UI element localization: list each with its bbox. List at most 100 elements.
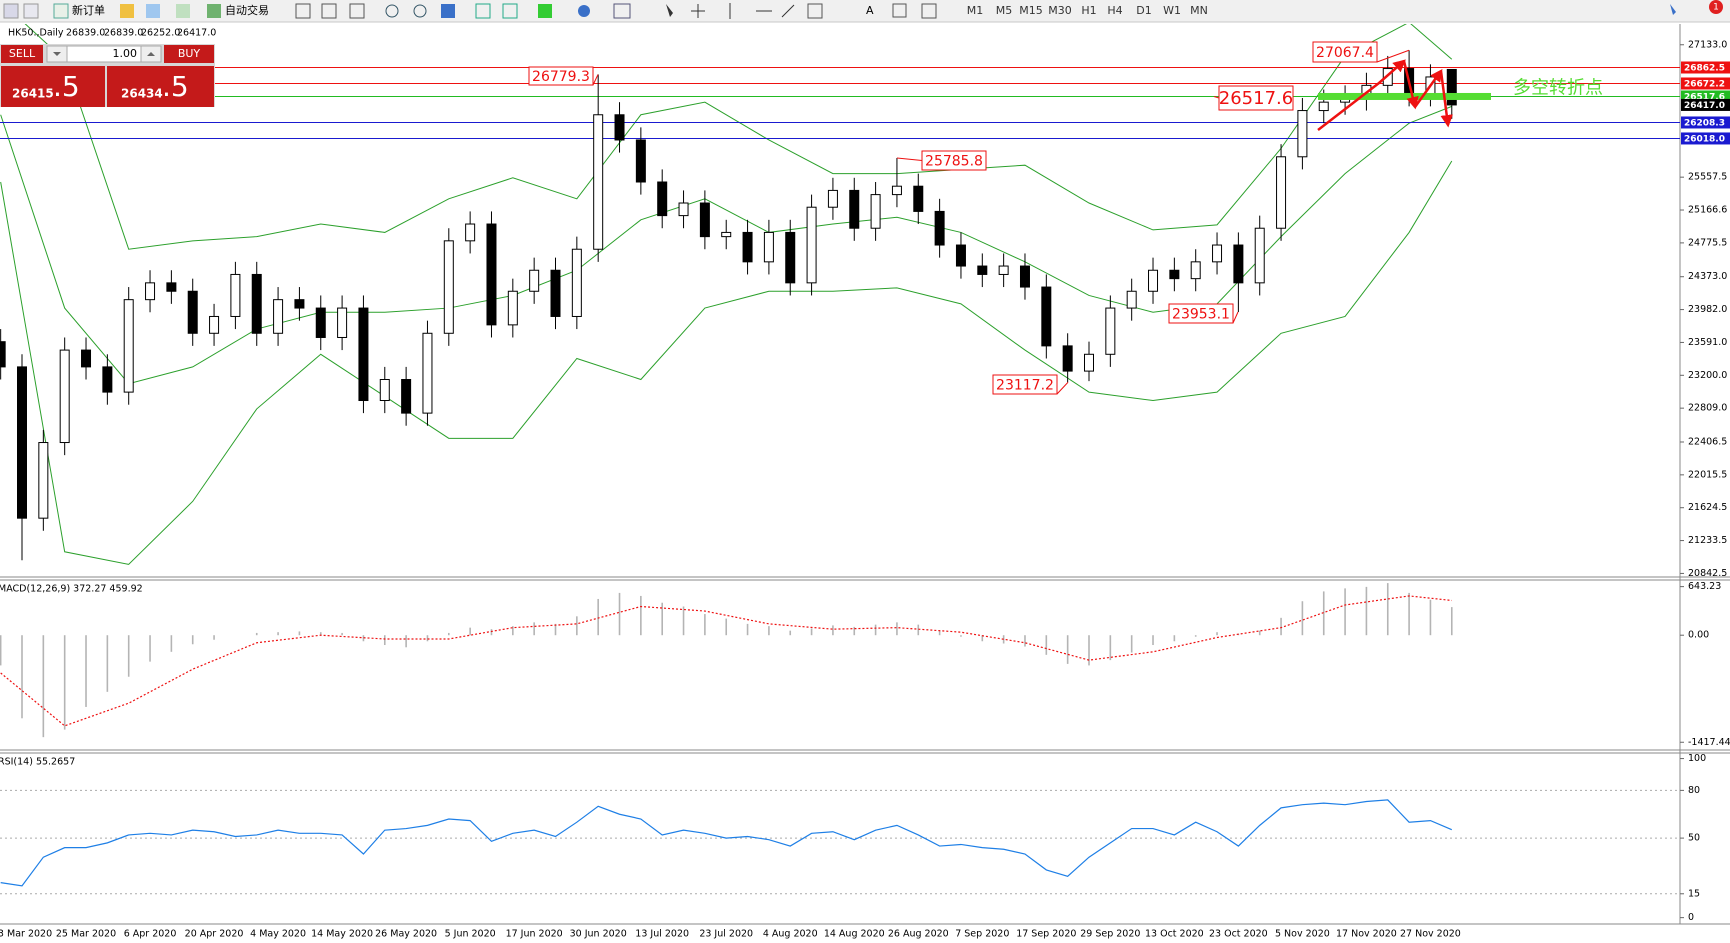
- x-tick-label: 20 Apr 2020: [185, 929, 244, 940]
- candle-body: [1446, 68, 1457, 106]
- candle-body: [102, 366, 113, 393]
- annotation-connector: [592, 74, 599, 86]
- icon[interactable]: [120, 4, 134, 18]
- buy-tab[interactable]: [164, 45, 214, 63]
- new-order[interactable]: 新订单: [72, 3, 105, 17]
- timeframe-button[interactable]: M30: [1048, 4, 1072, 17]
- x-tick-label: 5 Jun 2020: [445, 929, 496, 940]
- icon[interactable]: [385, 4, 399, 18]
- price-tag: [1681, 61, 1730, 74]
- candle-body: [998, 265, 1009, 275]
- x-tick-label: 7 Sep 2020: [955, 929, 1009, 940]
- auto-trading[interactable]: 自动交易: [225, 3, 269, 17]
- candle-body: [486, 223, 497, 326]
- annotation-box: [1312, 41, 1378, 63]
- icon[interactable]: [441, 4, 455, 18]
- sell-tab[interactable]: [1, 45, 43, 63]
- icon[interactable]: [475, 3, 491, 19]
- icon[interactable]: [321, 3, 337, 19]
- timeframe-button[interactable]: H1: [1081, 4, 1096, 17]
- candle-body: [955, 244, 966, 267]
- timeframe-button[interactable]: D1: [1136, 4, 1151, 17]
- icon[interactable]: [666, 4, 673, 17]
- lot-value[interactable]: 1.00: [113, 47, 138, 60]
- icon[interactable]: [1670, 4, 1676, 15]
- candle-body: [507, 290, 518, 326]
- icon[interactable]: [613, 3, 631, 19]
- candle-body: [123, 299, 134, 393]
- icon[interactable]: [176, 4, 190, 18]
- icon[interactable]: [502, 3, 518, 19]
- price-tag-label: 26208.3: [1684, 118, 1725, 128]
- sell-price-box[interactable]: [1, 66, 105, 107]
- annotation-connector: [896, 157, 923, 161]
- x-tick-label: 23 Oct 2020: [1209, 929, 1268, 940]
- buy-price-box[interactable]: [107, 66, 214, 107]
- candle-body: [38, 442, 49, 519]
- sell-price-fraction[interactable]: .5: [53, 70, 80, 103]
- annotation-connector: [1213, 95, 1220, 99]
- icon[interactable]: [413, 4, 427, 18]
- icon[interactable]: [349, 3, 365, 19]
- annotation-connector: [1056, 381, 1069, 395]
- indicator-label: MACD(12,26,9) 372.27 459.92: [0, 584, 143, 595]
- candle-body: [934, 210, 945, 246]
- timeframe-button[interactable]: M1: [967, 4, 984, 17]
- x-tick-label: 17 Sep 2020: [1016, 929, 1076, 940]
- timeframe-button[interactable]: M5: [996, 4, 1013, 17]
- x-tick-label: 26 May 2020: [375, 929, 437, 940]
- x-tick-label: 6 Apr 2020: [124, 929, 177, 940]
- sell-label[interactable]: SELL: [9, 47, 36, 60]
- timeframe-button[interactable]: W1: [1163, 4, 1181, 17]
- candle-body: [571, 248, 582, 317]
- x-tick-label: 14 May 2020: [311, 929, 373, 940]
- icon[interactable]: [729, 3, 795, 19]
- timeframe-button[interactable]: M15: [1019, 4, 1043, 17]
- y-tick-label: 15: [1688, 888, 1700, 899]
- trend-arrow: [1439, 70, 1453, 128]
- buy-label[interactable]: BUY: [178, 47, 201, 60]
- x-tick-label: 17 Nov 2020: [1336, 929, 1397, 940]
- price-tag-label: 26862.5: [1684, 63, 1725, 73]
- icon[interactable]: [146, 4, 160, 18]
- annotation-box: [921, 150, 987, 171]
- icon[interactable]: [53, 3, 69, 19]
- candle-body: [1318, 101, 1329, 112]
- candle-body: [1190, 261, 1201, 280]
- icon[interactable]: [538, 4, 552, 18]
- chart-label: HK50.,Daily: [8, 28, 64, 39]
- candle-body: [678, 202, 689, 217]
- y-tick-label: 23591.0: [1688, 337, 1727, 348]
- candle-body: [1148, 269, 1159, 292]
- candle-body: [1041, 286, 1052, 347]
- timeframe-button[interactable]: MN: [1190, 4, 1208, 17]
- turning-point-bar: [1318, 92, 1491, 100]
- candle-body: [59, 349, 70, 444]
- annotation-label: 26779.3: [532, 69, 590, 85]
- timeframe-button[interactable]: H4: [1107, 4, 1122, 17]
- candle-body: [401, 379, 412, 414]
- annotation-box: [992, 374, 1058, 395]
- icon[interactable]: [578, 5, 590, 17]
- icon-text[interactable]: A: [866, 4, 874, 17]
- icon[interactable]: [207, 4, 221, 18]
- y-tick-label: 23982.0: [1688, 304, 1727, 315]
- x-tick-label: 26 Aug 2020: [888, 929, 949, 940]
- notification-badge[interactable]: [1709, 0, 1723, 14]
- icon[interactable]: [892, 3, 907, 18]
- x-tick-label: 17 Jun 2020: [506, 929, 563, 940]
- macd-group: [0, 583, 1453, 738]
- candle-body: [827, 189, 838, 208]
- icon[interactable]: [3, 3, 19, 19]
- annotation-connector: [1232, 311, 1239, 324]
- buy-price[interactable]: 26434: [121, 87, 163, 101]
- buy-price-fraction[interactable]: .5: [162, 70, 189, 103]
- icon[interactable]: [921, 3, 937, 19]
- icon[interactable]: [23, 3, 39, 19]
- sell-price[interactable]: 26415: [12, 87, 54, 101]
- icon[interactable]: [295, 3, 311, 19]
- icon[interactable]: [807, 3, 823, 19]
- icon[interactable]: [691, 4, 705, 18]
- bollinger-middle: [0, 105, 1452, 385]
